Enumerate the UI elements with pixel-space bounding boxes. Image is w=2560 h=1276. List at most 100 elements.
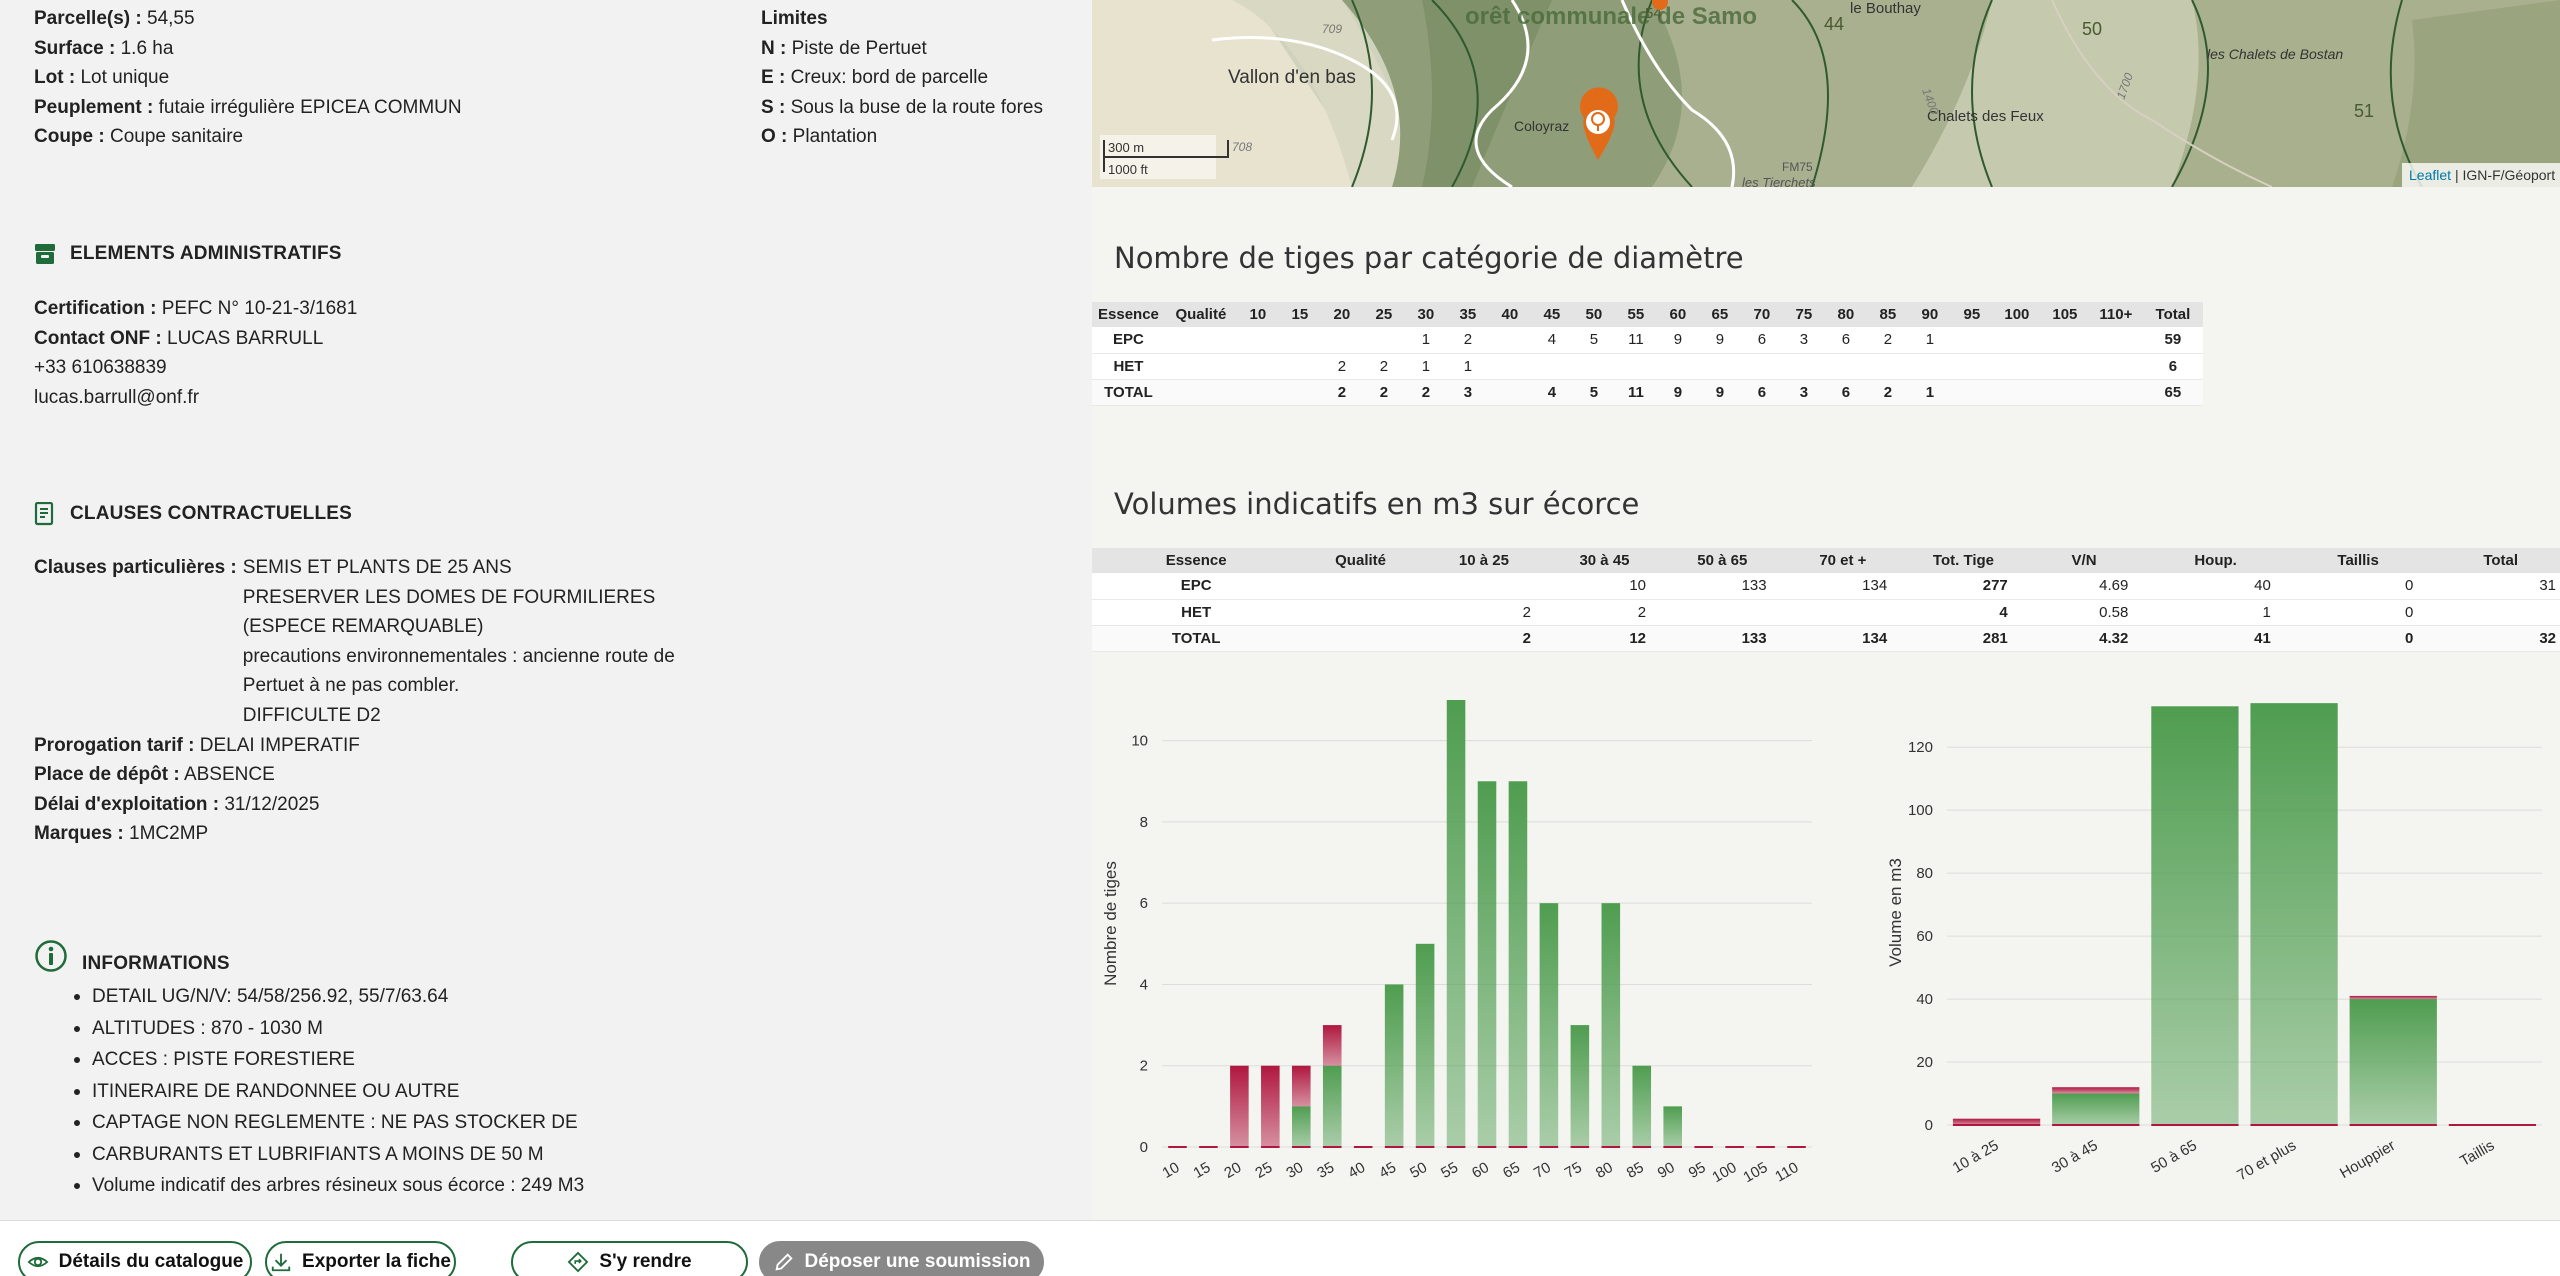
table-cell bbox=[1488, 379, 1531, 406]
limit-west: O : Plantation bbox=[761, 122, 1043, 152]
list-item: DETAIL UG/N/V: 54/58/256.92, 55/7/63.64 bbox=[70, 981, 584, 1013]
y-axis-label: Volume en m3 bbox=[1886, 858, 1905, 967]
table-cell: TOTAL bbox=[1092, 379, 1165, 406]
field-label: Marques : bbox=[34, 823, 124, 845]
table-cell: 9 bbox=[1698, 379, 1741, 406]
column-header: 15 bbox=[1278, 302, 1321, 327]
column-header: 70 et + bbox=[1782, 548, 1904, 573]
catalogue-details-button[interactable]: Détails du catalogue bbox=[18, 1241, 252, 1276]
map-tiles[interactable]: orêt communale de Samo le Bouthay Vallon… bbox=[1092, 0, 2560, 187]
table-cell bbox=[1614, 353, 1657, 380]
x-tick-label: Houppier bbox=[2337, 1137, 2398, 1182]
table-row: EPC 1 2 4 5 11 9 9 6 3 6 2 1 59 bbox=[1092, 327, 2203, 354]
table-cell: 65 bbox=[2142, 379, 2203, 406]
column-header: 80 bbox=[1824, 302, 1867, 327]
table-cell: 4.69 bbox=[2023, 573, 2145, 600]
table-cell bbox=[2040, 353, 2089, 380]
document-list-icon bbox=[34, 502, 54, 526]
table-cell bbox=[2040, 327, 2089, 354]
button-label: S'y rendre bbox=[599, 1251, 692, 1272]
y-tick-label: 2 bbox=[1140, 1058, 1148, 1075]
x-tick-label: 85 bbox=[1624, 1159, 1647, 1182]
x-tick-label: 70 bbox=[1531, 1159, 1554, 1182]
x-tick-label: 50 à 65 bbox=[2148, 1137, 2200, 1177]
table-cell: 5 bbox=[1572, 379, 1615, 406]
volume-table: Essence Qualité 10 à 25 30 à 45 50 à 65 70 et… bbox=[1092, 548, 2560, 652]
certification-row: Certification : PEFC N° 10-21-3/1681 bbox=[34, 294, 357, 324]
map-label: 709 bbox=[1322, 22, 1342, 36]
bar bbox=[1292, 1106, 1311, 1147]
contact-row: Contact ONF : LUCAS BARRULL bbox=[34, 324, 357, 354]
map-label: 44 bbox=[1824, 14, 1844, 34]
table-cell: 0.58 bbox=[2023, 599, 2145, 626]
x-tick-label: 10 bbox=[1160, 1159, 1183, 1182]
table-cell: 133 bbox=[1662, 573, 1783, 600]
table-cell bbox=[1662, 599, 1783, 626]
info-list: DETAIL UG/N/V: 54/58/256.92, 55/7/63.64 … bbox=[70, 981, 584, 1202]
depot-row: Place de dépôt : ABSENCE bbox=[34, 760, 675, 790]
bar bbox=[1477, 781, 1497, 1147]
location-map[interactable]: orêt communale de Samo le Bouthay Vallon… bbox=[1092, 0, 2560, 187]
clauses-info: Clauses particulières : SEMIS ET PLANTS … bbox=[34, 553, 675, 849]
column-header: Total bbox=[2429, 548, 2560, 573]
x-tick-label: 105 bbox=[1740, 1159, 1770, 1186]
export-button[interactable]: Exporter la fiche bbox=[265, 1241, 456, 1276]
column-header: Houp. bbox=[2144, 548, 2287, 573]
table-header-row: Essence Qualité 10 15 20 25 30 35 40 45 50 55 60 65 70… bbox=[1092, 302, 2203, 327]
leaflet-attribution-link[interactable]: Leaflet bbox=[2409, 167, 2451, 183]
surface-row: Surface : 1.6 ha bbox=[34, 34, 462, 64]
column-header: 95 bbox=[1950, 302, 1993, 327]
table-cell: 134 bbox=[1782, 625, 1904, 652]
table-cell: 281 bbox=[1903, 625, 2024, 652]
bar bbox=[2349, 995, 2437, 1000]
list-item: Volume indicatif des arbres résineux sou… bbox=[70, 1170, 584, 1202]
column-header: 50 bbox=[1572, 302, 1615, 327]
table-cell bbox=[1164, 379, 1237, 406]
x-tick-label: 35 bbox=[1314, 1159, 1337, 1182]
stems-table: Essence Qualité 10 15 20 25 30 35 40 45 50 55 60 65 70… bbox=[1092, 302, 2203, 406]
table-cell bbox=[1572, 353, 1615, 380]
table-cell: 9 bbox=[1656, 379, 1699, 406]
table-cell bbox=[2429, 599, 2560, 626]
field-label: Peuplement : bbox=[34, 96, 154, 118]
column-header: 75 bbox=[1782, 302, 1825, 327]
field-value: 1.6 ha bbox=[120, 37, 174, 59]
field-label: Place de dépôt : bbox=[34, 764, 180, 786]
x-tick-label: 110 bbox=[1772, 1159, 1801, 1186]
field-label: Parcelle(s) : bbox=[34, 8, 142, 29]
parcel-marker-icon[interactable] bbox=[1580, 87, 1618, 160]
field-value: Lot unique bbox=[80, 67, 170, 89]
directions-button[interactable]: S'y rendre bbox=[511, 1241, 748, 1276]
column-header: 105 bbox=[2040, 302, 2089, 327]
list-item: CAPTAGE NON REGLEMENTE : NE PAS STOCKER … bbox=[70, 1107, 584, 1139]
table-cell bbox=[1950, 379, 1993, 406]
field-value: Piste de Pertuet bbox=[791, 37, 927, 59]
field-value: Plantation bbox=[792, 126, 878, 148]
field-value: 31/12/2025 bbox=[224, 793, 320, 815]
action-bar: Détails du catalogue Exporter la fiche S… bbox=[0, 1220, 2560, 1276]
map-label: 708 bbox=[1232, 140, 1252, 154]
field-value: 1MC2MP bbox=[129, 823, 209, 845]
column-header: V/N bbox=[2023, 548, 2145, 573]
submit-bid-button[interactable]: Déposer une soumission bbox=[759, 1241, 1044, 1276]
table-cell bbox=[2040, 379, 2089, 406]
table-row: HET 2 2 1 1 6 bbox=[1092, 353, 2203, 380]
limits-title: Limites bbox=[761, 8, 828, 29]
table-cell bbox=[1656, 353, 1699, 380]
table-cell: 277 bbox=[1903, 573, 2024, 600]
column-header: Essence bbox=[1092, 302, 1165, 327]
column-header: Tot. Tige bbox=[1903, 548, 2024, 573]
table-row: EPC 10 133 134 277 4.69 40 0 31 bbox=[1092, 573, 2560, 600]
y-tick-label: 20 bbox=[1916, 1054, 1933, 1071]
list-item: CARBURANTS ET LUBRIFIANTS A MOINS DE 50 … bbox=[70, 1139, 584, 1171]
bar bbox=[1570, 1025, 1590, 1147]
column-header: 100 bbox=[1992, 302, 2041, 327]
table-cell bbox=[1950, 353, 1993, 380]
x-tick-label: 50 bbox=[1407, 1159, 1430, 1182]
clauses-section-title: CLAUSES CONTRACTUELLES bbox=[34, 502, 352, 526]
table-cell: 12 bbox=[1546, 625, 1663, 652]
y-tick-label: 10 bbox=[1131, 733, 1148, 750]
map-label: Vallon d'en bas bbox=[1228, 67, 1356, 88]
table-cell: 41 bbox=[2144, 625, 2287, 652]
field-label: E : bbox=[761, 67, 786, 89]
